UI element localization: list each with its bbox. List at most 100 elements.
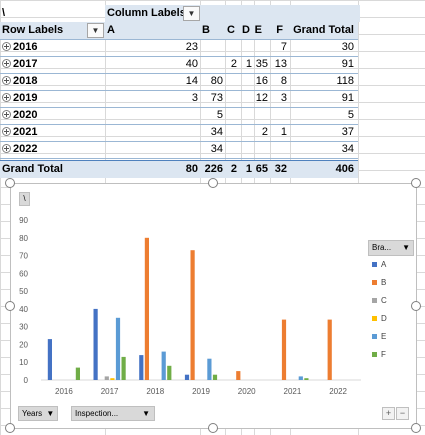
dropdown-arrow-icon: ▼ xyxy=(142,409,150,418)
dropdown-arrow-icon: ▼ xyxy=(187,9,196,18)
pivot-cell-d xyxy=(240,39,252,56)
legend-swatch xyxy=(372,334,377,339)
pivot-cell-e xyxy=(252,141,268,158)
pivot-row: 2021 34 2 1 37 xyxy=(0,124,358,142)
column-header-b: B xyxy=(202,24,210,36)
bar-b-2020[interactable] xyxy=(236,371,241,380)
years-field-button[interactable]: Years ▼ xyxy=(18,406,59,421)
pivot-cell-b xyxy=(200,39,223,56)
pivot-cell-b: 34 xyxy=(210,143,223,155)
expand-plus-icon[interactable] xyxy=(2,42,11,51)
bar-f-2018[interactable] xyxy=(167,365,172,380)
expand-plus-icon[interactable] xyxy=(2,59,11,68)
pivot-row-label[interactable]: 2021 xyxy=(2,124,37,141)
bar-b-2022[interactable] xyxy=(327,319,332,380)
grand-total-row: Grand Total 80 226 2 1 65 32 406 xyxy=(0,160,358,178)
bar-b-2018[interactable] xyxy=(144,237,149,380)
grand-total-label: Grand Total xyxy=(2,163,63,175)
pivot-row-label[interactable]: 2019 xyxy=(2,90,37,107)
pivot-cell-d: 1 xyxy=(245,58,252,70)
x-tick-label: 2016 xyxy=(55,387,73,396)
dropdown-arrow-icon: ▼ xyxy=(402,243,410,252)
row-labels-filter-button[interactable]: ▼ xyxy=(87,23,104,38)
y-tick-label: 80 xyxy=(19,234,28,243)
legend-swatch xyxy=(372,316,377,321)
expand-plus-icon[interactable] xyxy=(2,76,11,85)
pivot-row-label[interactable]: 2022 xyxy=(2,141,37,158)
pivot-row: 2022 34 34 xyxy=(0,141,358,159)
y-tick-label: 0 xyxy=(24,376,29,385)
y-tick-label: 10 xyxy=(19,358,28,367)
bar-b-2019[interactable] xyxy=(190,250,195,380)
bar-a-2019[interactable] xyxy=(184,374,190,380)
column-labels-filter-button[interactable]: ▼ xyxy=(183,6,200,21)
pivot-cell-c xyxy=(225,73,237,90)
bar-e-2019[interactable] xyxy=(207,358,212,380)
inspection-field-button[interactable]: Inspection... ▼ xyxy=(71,406,155,421)
bar-e-2017[interactable] xyxy=(115,317,121,380)
bar-a-2017[interactable] xyxy=(93,308,98,380)
zoom-in-button[interactable]: + xyxy=(382,407,395,420)
bar-d-2017[interactable] xyxy=(110,378,115,380)
pivot-row-label[interactable]: 2016 xyxy=(2,39,37,56)
pivot-cell-f: 13 xyxy=(274,58,287,70)
bar-c-2017[interactable] xyxy=(104,376,109,380)
pivot-row-year: 2021 xyxy=(13,126,38,138)
bar-a-2016[interactable] xyxy=(47,339,52,380)
pivot-cell-d xyxy=(240,124,252,141)
pivot-row: 2017 40 2 1 35 13 91 xyxy=(0,56,358,74)
legend-field-button[interactable]: Bra... ▼ xyxy=(368,240,414,256)
pivot-cell-e: 2 xyxy=(261,126,268,138)
resize-handle-bottom-left[interactable] xyxy=(5,423,15,433)
pivot-cell-grand-total: 34 xyxy=(341,143,354,155)
pivot-cell-a xyxy=(160,107,198,124)
pivot-cell-f: 3 xyxy=(280,92,287,104)
resize-handle-right[interactable] xyxy=(411,301,421,311)
pivot-cell-e: 16 xyxy=(255,75,268,87)
bar-e-2018[interactable] xyxy=(161,351,166,380)
bar-f-2016[interactable] xyxy=(75,367,80,380)
pivot-cell-grand-total: 118 xyxy=(336,75,354,87)
pivot-cell-b xyxy=(200,56,223,73)
expand-plus-icon[interactable] xyxy=(2,144,11,153)
pivot-cell-c xyxy=(225,90,237,107)
bar-f-2019[interactable] xyxy=(212,374,218,380)
bar-b-2021[interactable] xyxy=(281,319,287,380)
pivot-cell-a: 14 xyxy=(185,75,198,87)
resize-handle-bottom[interactable] xyxy=(208,423,218,433)
resize-handle-top-left[interactable] xyxy=(5,178,15,188)
pivot-row-year: 2018 xyxy=(13,75,38,87)
pivot-cell-b: 80 xyxy=(210,75,223,87)
resize-handle-bottom-right[interactable] xyxy=(411,423,421,433)
legend-item: D xyxy=(368,310,414,328)
column-labels-header[interactable]: Column Labels xyxy=(105,5,360,22)
pivot-header-row-1: \ Column Labels ▼ xyxy=(0,5,360,22)
expand-plus-icon[interactable] xyxy=(2,110,11,119)
bar-f-2017[interactable] xyxy=(121,356,126,380)
grand-total-b: 226 xyxy=(204,163,223,175)
pivot-row-label[interactable]: 2017 xyxy=(2,56,37,73)
pivot-chart[interactable]: \ 0 10 20 30 40 50 60 70 80 90 2016 2017 2018 2019 202… xyxy=(10,183,417,429)
pivot-corner-cell: \ xyxy=(2,7,6,19)
resize-handle-left[interactable] xyxy=(5,301,15,311)
pivot-cell-e: 12 xyxy=(255,92,268,104)
expand-plus-icon[interactable] xyxy=(2,93,11,102)
pivot-row: 2018 14 80 16 8 118 xyxy=(0,73,358,91)
resize-handle-top-right[interactable] xyxy=(411,178,421,188)
bar-e-2021[interactable] xyxy=(298,376,303,380)
zoom-out-button[interactable]: − xyxy=(396,407,409,420)
legend-swatch xyxy=(372,352,377,357)
bar-f-2021[interactable] xyxy=(304,378,309,380)
row-labels-header[interactable]: Row Labels xyxy=(2,24,64,36)
bar-a-2018[interactable] xyxy=(139,355,144,380)
grand-total-f: 32 xyxy=(274,163,287,175)
resize-handle-top[interactable] xyxy=(208,178,218,188)
expand-plus-icon[interactable] xyxy=(2,127,11,136)
pivot-row-label[interactable]: 2020 xyxy=(2,107,37,124)
pivot-row-label[interactable]: 2018 xyxy=(2,73,37,90)
pivot-cell-a xyxy=(160,124,198,141)
pivot-cell-grand-total: 91 xyxy=(341,92,354,104)
pivot-cell-e: 35 xyxy=(255,58,268,70)
x-tick-label: 2020 xyxy=(238,387,256,396)
